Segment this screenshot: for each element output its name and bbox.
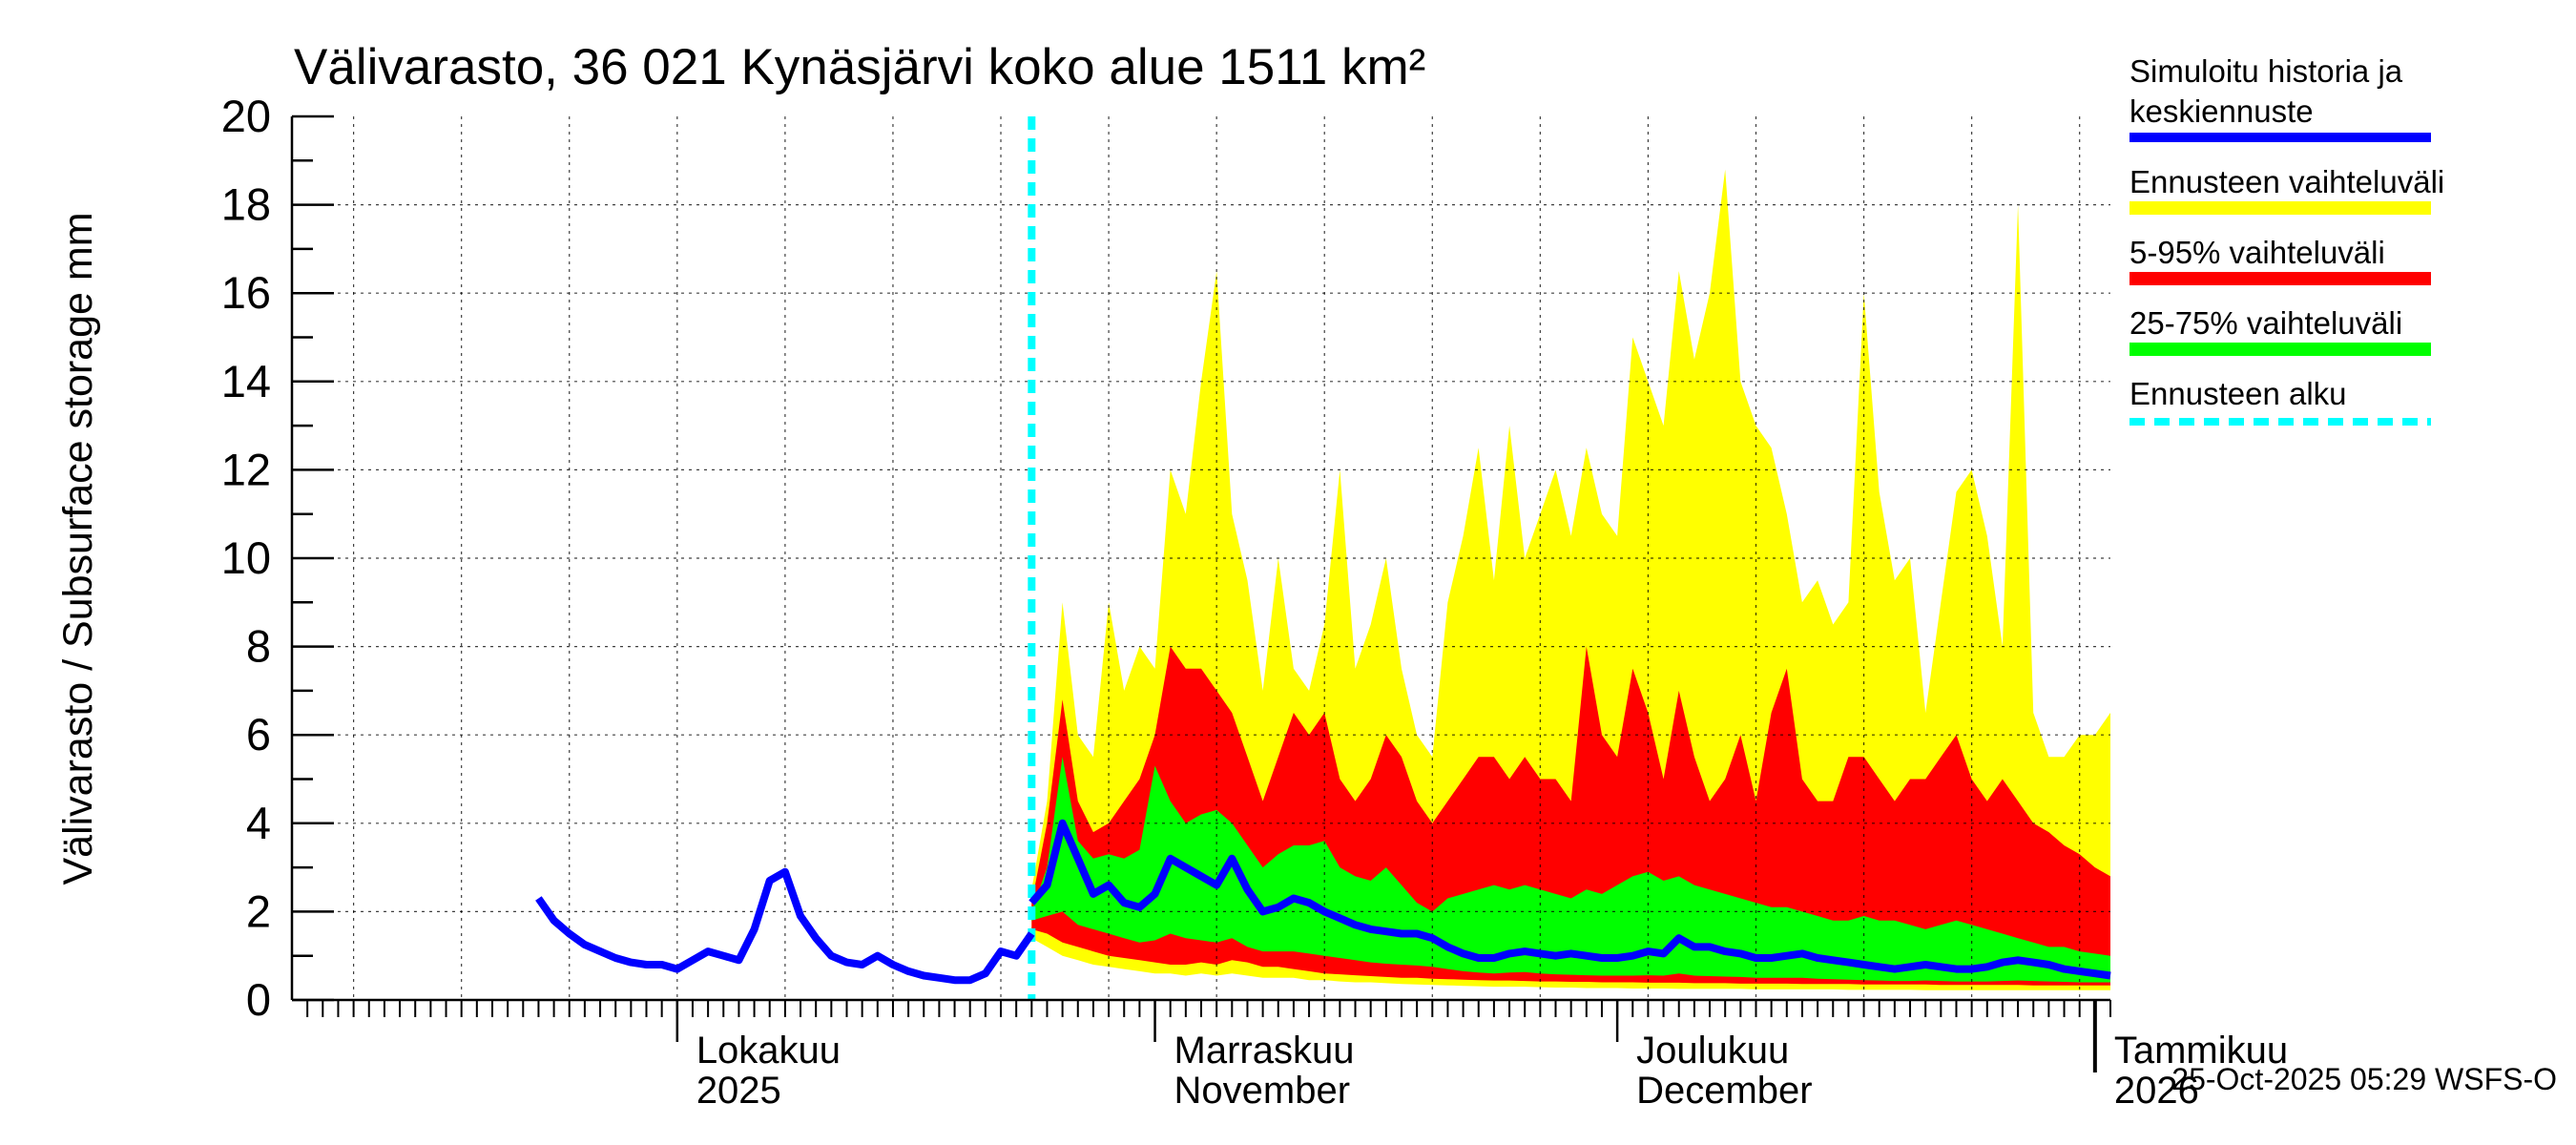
legend-label-25-75: 25-75% vaihteluväli [2129, 305, 2402, 341]
axes [290, 114, 2111, 1072]
month-sublabel: December [1636, 1070, 1813, 1112]
y-tick-label: 6 [246, 709, 271, 760]
legend: Simuloitu historia ja keskiennuste Ennus… [2129, 53, 2444, 426]
legend-label-mean-1: Simuloitu historia ja [2129, 53, 2403, 89]
y-tick-label: 10 [221, 532, 271, 583]
y-tick-label: 20 [221, 91, 271, 141]
legend-label-5-95: 5-95% vaihteluväli [2129, 235, 2385, 270]
y-tick-label: 2 [246, 885, 271, 936]
month-label: Marraskuu [1174, 1030, 1355, 1072]
y-tick-label: 12 [221, 444, 271, 494]
month-sublabel: 2026 [2114, 1070, 2199, 1112]
footer-timestamp: 25-Oct-2025 05:29 WSFS-O [2171, 1062, 2557, 1096]
month-sublabel: November [1174, 1070, 1351, 1112]
y-tick-label: 16 [221, 267, 271, 318]
legend-label-range: Ennusteen vaihteluväli [2129, 164, 2444, 199]
chart-title: Välivarasto, 36 021 Kynäsjärvi koko alue… [294, 39, 1425, 95]
month-sublabel: 2025 [696, 1070, 781, 1112]
y-tick-label: 0 [246, 974, 271, 1025]
legend-label-forecast-start: Ennusteen alku [2129, 376, 2347, 411]
y-axis-label: Välivarasto / Subsurface storage mm [55, 212, 101, 885]
month-label: Joulukuu [1636, 1030, 1789, 1072]
history-line [535, 867, 1035, 985]
legend-label-mean-2: keskiennuste [2129, 94, 2314, 129]
y-tick-label: 8 [246, 621, 271, 672]
y-tick-labels: 0 2 4 6 8 10 12 14 16 18 20 [221, 91, 271, 1025]
month-label: Lokakuu [696, 1030, 841, 1072]
data-lines [535, 116, 2111, 1000]
grid-lines [292, 116, 2110, 1000]
y-tick-label: 18 [221, 179, 271, 230]
y-tick-label: 4 [246, 798, 271, 848]
month-label: Tammikuu [2114, 1030, 2288, 1072]
band-25-75 [1031, 757, 2110, 983]
mean-forecast-line [1028, 819, 2111, 980]
y-tick-label: 14 [221, 356, 271, 406]
